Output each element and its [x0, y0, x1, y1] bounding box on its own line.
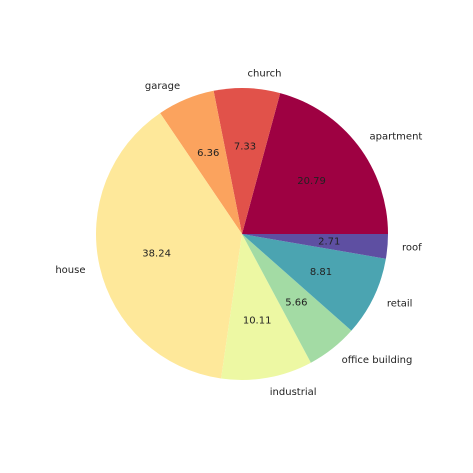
- value-label: 6.36: [197, 148, 219, 159]
- pie-slice: [221, 234, 311, 380]
- value-label: 10.11: [243, 315, 272, 326]
- pie-slice: [160, 90, 242, 235]
- slice-label: house: [55, 265, 85, 276]
- slice-label: apartment: [370, 131, 423, 142]
- slice-label: office building: [342, 355, 413, 366]
- value-label: 38.24: [142, 249, 171, 260]
- slice-label: industrial: [270, 387, 317, 398]
- value-label: 8.81: [310, 267, 332, 278]
- value-label: 7.33: [234, 141, 256, 152]
- pie-slice: [242, 234, 352, 363]
- pie-slice: [242, 93, 388, 234]
- pie-slice: [242, 234, 388, 259]
- slice-label: garage: [145, 81, 180, 92]
- slice-label: roof: [402, 243, 422, 254]
- value-label: 2.71: [318, 236, 340, 247]
- value-label: 5.66: [285, 298, 307, 309]
- pie-slice: [96, 113, 242, 379]
- pie-slice: [242, 234, 386, 331]
- pie-slice: [213, 88, 281, 234]
- slice-label: church: [248, 68, 282, 79]
- slice-label: retail: [387, 298, 413, 309]
- value-label: 20.79: [297, 176, 326, 187]
